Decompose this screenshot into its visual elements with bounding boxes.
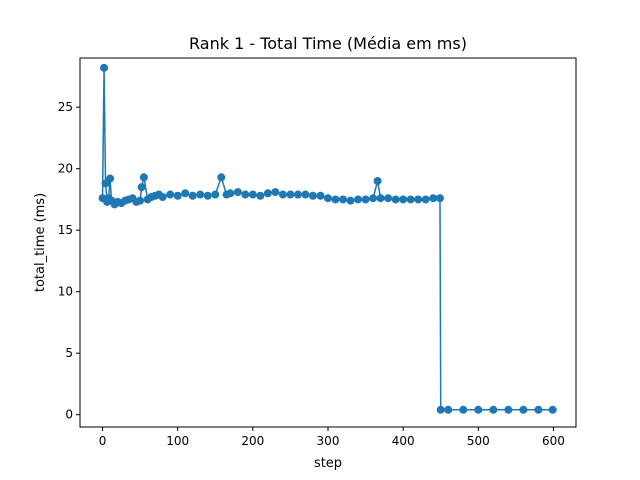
data-point: [301, 190, 310, 199]
x-axis-label: step: [314, 456, 342, 471]
chart-title: Rank 1 - Total Time (Média em ms): [189, 34, 467, 53]
x-tick-label: 100: [166, 434, 189, 448]
data-point: [211, 190, 220, 199]
data-point: [173, 191, 182, 200]
data-point: [339, 195, 348, 204]
y-tick-label: 0: [65, 408, 73, 422]
y-tick-label: 20: [58, 162, 73, 176]
x-tick-label: 400: [392, 434, 415, 448]
y-tick-label: 25: [58, 100, 73, 114]
data-point: [106, 174, 115, 183]
x-tick-label: 300: [317, 434, 340, 448]
data-point: [256, 191, 265, 200]
data-point: [324, 194, 332, 203]
data-point: [241, 190, 250, 199]
data-point: [233, 188, 242, 197]
data-point: [278, 190, 287, 199]
y-tick-label: 5: [65, 346, 73, 360]
data-point: [196, 190, 205, 199]
y-tick-label: 15: [58, 223, 73, 237]
plot-frame: [79, 57, 577, 428]
y-axis-label: total_time (ms): [33, 193, 48, 292]
data-point: [346, 196, 355, 205]
data-point: [421, 195, 430, 204]
data-point: [406, 195, 415, 204]
data-point: [226, 189, 235, 198]
data-point: [271, 188, 280, 197]
data-point: [137, 183, 146, 192]
data-point: [248, 190, 257, 199]
data-point: [100, 63, 109, 72]
data-point: [435, 194, 444, 203]
x-tick-label: 200: [241, 434, 264, 448]
data-point: [534, 405, 543, 414]
data-point: [369, 194, 378, 203]
data-point: [459, 405, 468, 414]
series-layer: [98, 63, 557, 414]
data-point: [376, 194, 385, 203]
data-point: [399, 195, 408, 204]
data-point: [489, 405, 498, 414]
data-point: [519, 405, 528, 414]
data-point: [286, 190, 295, 199]
data-point: [181, 189, 190, 198]
data-point: [293, 190, 302, 199]
x-tick-label: 0: [99, 434, 107, 448]
data-point: [436, 405, 445, 414]
data-point: [391, 195, 400, 204]
data-point: [166, 190, 175, 199]
series-line: [101, 67, 553, 411]
data-point: [308, 191, 317, 200]
data-point: [139, 173, 148, 182]
data-point: [354, 195, 363, 204]
y-tick-label: 10: [58, 285, 73, 299]
data-point: [263, 189, 272, 198]
data-point: [136, 196, 145, 205]
data-point: [474, 405, 483, 414]
data-point: [188, 191, 197, 200]
data-point: [384, 194, 393, 203]
data-point: [203, 191, 212, 200]
data-point: [331, 195, 340, 204]
data-point: [429, 194, 438, 203]
data-point: [414, 195, 423, 204]
x-tick-label: 500: [467, 434, 490, 448]
data-point: [373, 177, 382, 185]
data-point: [548, 405, 557, 414]
data-point: [361, 195, 370, 204]
data-point: [444, 405, 453, 414]
x-tick-label: 600: [542, 434, 565, 448]
data-point: [504, 405, 513, 414]
data-point: [158, 192, 167, 201]
data-point: [316, 191, 325, 200]
data-point: [217, 173, 226, 182]
axis-ticks: 0 100 200 300 400 500 600 0 5 10 15 20 25: [58, 100, 565, 448]
